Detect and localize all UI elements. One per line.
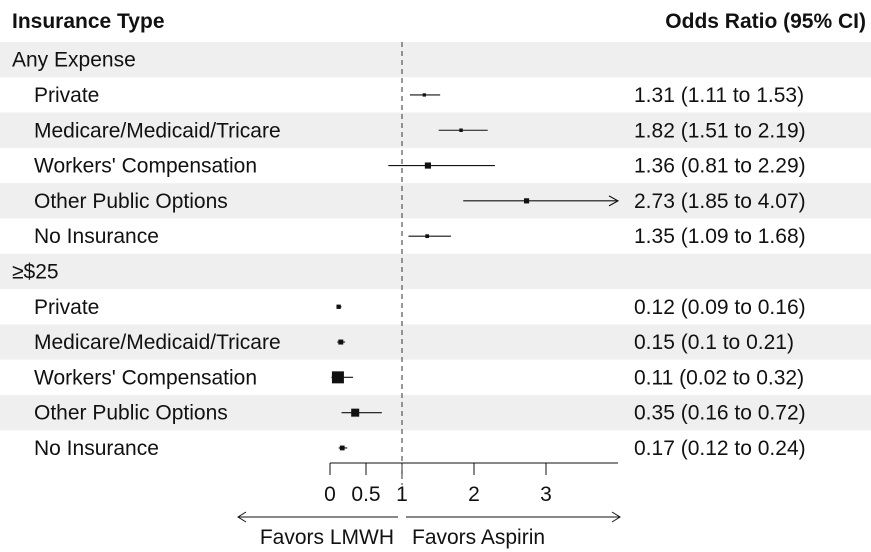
- odds-ratio-text: 0.15 (0.1 to 0.21): [634, 331, 794, 354]
- point-estimate: [424, 162, 431, 169]
- tick-label: 0.5: [351, 483, 380, 506]
- odds-ratio-text: 2.73 (1.85 to 4.07): [634, 190, 806, 213]
- row-label: Private: [34, 296, 99, 319]
- direction-label-right: Favors Aspirin: [412, 526, 545, 549]
- odds-ratio-text: 1.35 (1.09 to 1.68): [634, 225, 806, 248]
- group-label: ≥$25: [12, 260, 59, 283]
- row-label: Other Public Options: [34, 190, 228, 213]
- point-estimate: [338, 339, 344, 345]
- point-estimate: [351, 408, 360, 417]
- row-label: Medicare/Medicaid/Tricare: [34, 119, 281, 142]
- row-stripe: [0, 395, 871, 431]
- row-label: Other Public Options: [34, 402, 228, 425]
- tick-label: 1: [396, 483, 408, 506]
- odds-ratio-text: 1.31 (1.11 to 1.53): [634, 84, 804, 107]
- row-label: No Insurance: [34, 437, 159, 460]
- right-arrowhead: [611, 511, 621, 523]
- point-estimate: [331, 371, 344, 384]
- x-axis: 0 0.5 1 2 3 Favors LMWH Favors Aspirin: [237, 462, 621, 549]
- row-stripe: [0, 253, 871, 290]
- tick-label: 2: [468, 483, 480, 506]
- point-estimate: [422, 93, 426, 97]
- point-estimate: [523, 198, 530, 204]
- row-stripe: [0, 112, 871, 148]
- row-stripe: [0, 42, 871, 78]
- point-estimate: [336, 304, 341, 309]
- tick-label: 3: [540, 483, 552, 506]
- forest-rows: Any Expense Private 1.31 (1.11 to 1.53) Med…: [12, 49, 806, 460]
- right-header: Odds Ratio (95% CI): [665, 10, 866, 33]
- odds-ratio-text: 0.11 (0.02 to 0.32): [634, 366, 804, 389]
- group-label: Any Expense: [12, 49, 136, 72]
- odds-ratio-text: 1.36 (0.81 to 2.29): [634, 155, 806, 178]
- row-label: Private: [34, 84, 99, 107]
- odds-ratio-text: 1.82 (1.51 to 2.19): [634, 119, 806, 142]
- odds-ratio-text: 0.12 (0.09 to 0.16): [634, 296, 806, 319]
- point-estimate: [459, 128, 463, 132]
- row-label: Workers' Compensation: [34, 155, 257, 178]
- point-estimate: [425, 234, 430, 239]
- tick-label: 0: [324, 483, 336, 506]
- point-estimate: [339, 445, 345, 451]
- row-stripes: [0, 42, 871, 431]
- row-stripe: [0, 324, 871, 360]
- row-stripe: [0, 183, 871, 219]
- left-arrowhead: [237, 511, 247, 523]
- ci-arrow: [608, 195, 620, 207]
- odds-ratio-text: 0.35 (0.16 to 0.72): [634, 402, 806, 425]
- left-header: Insurance Type: [12, 10, 165, 33]
- row-label: Workers' Compensation: [34, 366, 257, 389]
- direction-label-left: Favors LMWH: [260, 526, 394, 549]
- odds-ratio-text: 0.17 (0.12 to 0.24): [634, 437, 806, 460]
- row-label: No Insurance: [34, 225, 159, 248]
- row-label: Medicare/Medicaid/Tricare: [34, 331, 281, 354]
